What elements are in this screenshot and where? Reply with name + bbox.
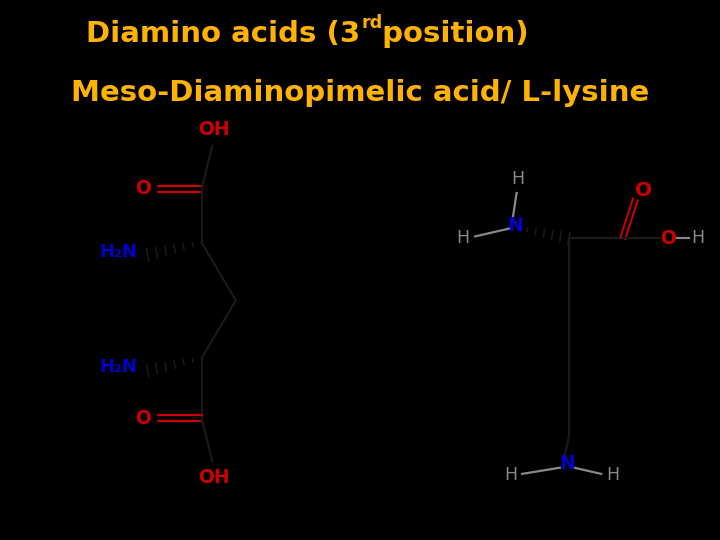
Text: N: N bbox=[559, 454, 575, 473]
Text: O: O bbox=[635, 180, 652, 200]
Text: Meso-Diaminopimelic acid/ L-lysine: Meso-Diaminopimelic acid/ L-lysine bbox=[71, 79, 649, 106]
Text: O: O bbox=[135, 179, 151, 198]
Text: Diamino acids (3: Diamino acids (3 bbox=[86, 21, 360, 48]
Text: H: H bbox=[511, 170, 524, 188]
Text: N: N bbox=[508, 216, 523, 235]
Text: OH: OH bbox=[199, 468, 230, 487]
Text: O: O bbox=[660, 229, 677, 248]
Text: H₂N: H₂N bbox=[99, 242, 137, 261]
Text: O: O bbox=[135, 409, 151, 428]
Text: H: H bbox=[690, 230, 704, 247]
Text: H: H bbox=[606, 466, 619, 484]
Text: H: H bbox=[456, 230, 469, 247]
Text: OH: OH bbox=[199, 120, 230, 139]
Text: rd: rd bbox=[361, 14, 383, 32]
Text: H: H bbox=[504, 466, 517, 484]
Text: position): position) bbox=[372, 21, 528, 48]
Text: H₂N: H₂N bbox=[99, 359, 137, 376]
